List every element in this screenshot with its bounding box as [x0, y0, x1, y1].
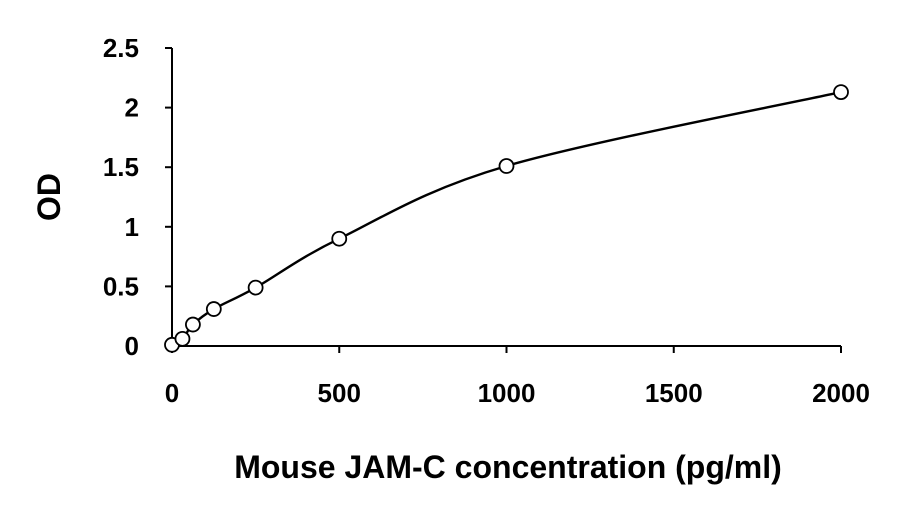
data-point [205, 301, 222, 317]
data-point [185, 316, 201, 333]
x-tick-label: 0 [165, 378, 179, 408]
y-axis-title: OD [31, 173, 67, 221]
y-tick-label: 2 [125, 93, 139, 123]
y-tick-label: 2.5 [103, 33, 139, 63]
y-tick-label: 1 [125, 212, 139, 242]
data-point [833, 84, 849, 101]
data-point [498, 158, 515, 174]
x-tick-label: 1000 [478, 378, 536, 408]
x-tick-label: 2000 [812, 378, 870, 408]
x-tick-label: 1500 [645, 378, 703, 408]
x-axis-ticks: 0 500 1000 1500 2000 [165, 346, 870, 408]
y-tick-label: 1.5 [103, 152, 139, 182]
x-axis-title: Mouse JAM-C concentration (pg/ml) [234, 449, 782, 485]
data-point [331, 230, 348, 247]
data-points [164, 84, 849, 353]
x-tick-label: 500 [318, 378, 361, 408]
data-point [174, 330, 191, 347]
y-axis-ticks: 0 0.5 1 1.5 2 2.5 [103, 33, 172, 361]
data-point [247, 279, 264, 296]
fit-curve [171, 90, 842, 346]
y-tick-label: 0.5 [103, 271, 139, 301]
y-tick-label: 0 [125, 331, 139, 361]
